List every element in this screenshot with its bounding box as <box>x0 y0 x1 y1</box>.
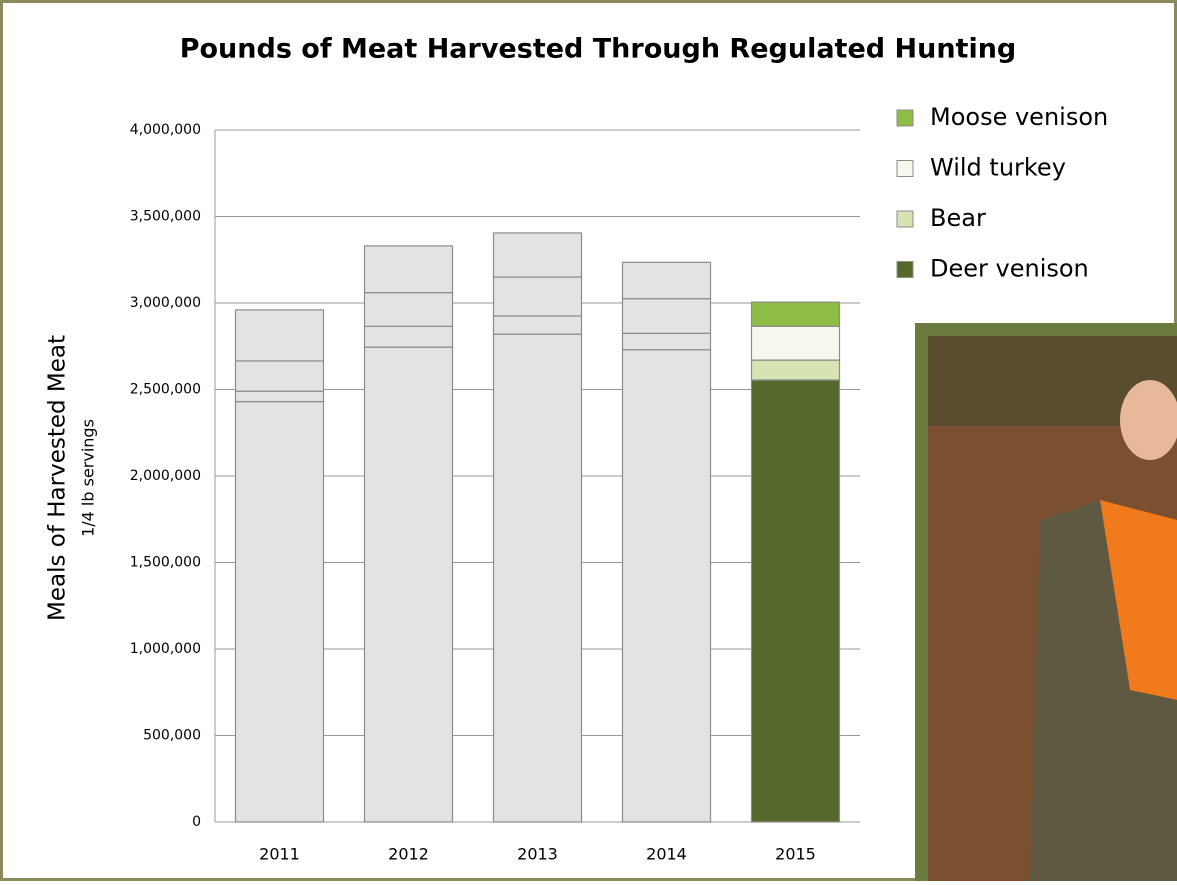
chart-title: Pounds of Meat Harvested Through Regulat… <box>180 34 1017 65</box>
x-tick-label: 2013 <box>517 845 558 864</box>
y-tick-label: 1,500,000 <box>130 555 201 571</box>
y-tick-label: 1,000,000 <box>130 641 201 657</box>
bar-segment <box>234 360 325 392</box>
y-tick-label: 500,000 <box>143 728 201 744</box>
bar-segment <box>750 359 841 381</box>
bar-segment <box>621 298 712 334</box>
legend-label: Moose venison <box>930 103 1108 131</box>
x-tick-label: 2012 <box>388 845 429 864</box>
bar-segment <box>234 401 325 823</box>
legend-label: Wild turkey <box>930 154 1066 182</box>
bar-segment <box>750 379 841 823</box>
legend-swatch <box>896 160 914 177</box>
y-tick-label: 3,000,000 <box>130 295 201 311</box>
y-tick-label: 3,500,000 <box>130 209 201 225</box>
legend-swatch <box>896 210 914 228</box>
y-tick-label: 4,000,000 <box>130 122 201 138</box>
bar-segment <box>234 309 325 362</box>
bar-segment <box>234 390 325 403</box>
y-axis-label: Meals of Harvested Meat <box>45 335 71 621</box>
photo-face <box>1120 380 1177 460</box>
x-tick-label: 2014 <box>646 845 687 864</box>
bar-segment <box>750 301 841 327</box>
bar-segment <box>363 292 454 327</box>
bar-segment <box>492 333 583 823</box>
bar-segment <box>621 332 712 351</box>
x-tick-label: 2011 <box>259 845 300 864</box>
bar-segment <box>492 232 583 278</box>
legend-swatch <box>896 109 914 127</box>
bar-segment <box>363 245 454 294</box>
y-tick-label: 0 <box>192 814 201 830</box>
bar-segment <box>363 346 454 823</box>
photo <box>915 323 1177 885</box>
x-tick-label: 2015 <box>775 845 816 864</box>
y-tick-label: 2,500,000 <box>130 382 201 398</box>
y-axis-sublabel: 1/4 lb servings <box>79 419 98 537</box>
legend-label: Deer venison <box>930 255 1089 283</box>
bar-segment <box>492 276 583 317</box>
legend-label: Bear <box>930 204 986 232</box>
legend-swatch <box>896 261 914 278</box>
bar-segment <box>621 261 712 300</box>
bar-segment <box>363 325 454 348</box>
bar-segment <box>492 315 583 335</box>
y-tick-label: 2,000,000 <box>130 468 201 484</box>
bar-segment <box>750 325 841 361</box>
photo-camo <box>1030 500 1177 881</box>
bar-segment <box>621 349 712 823</box>
photo-vest <box>1100 500 1177 700</box>
